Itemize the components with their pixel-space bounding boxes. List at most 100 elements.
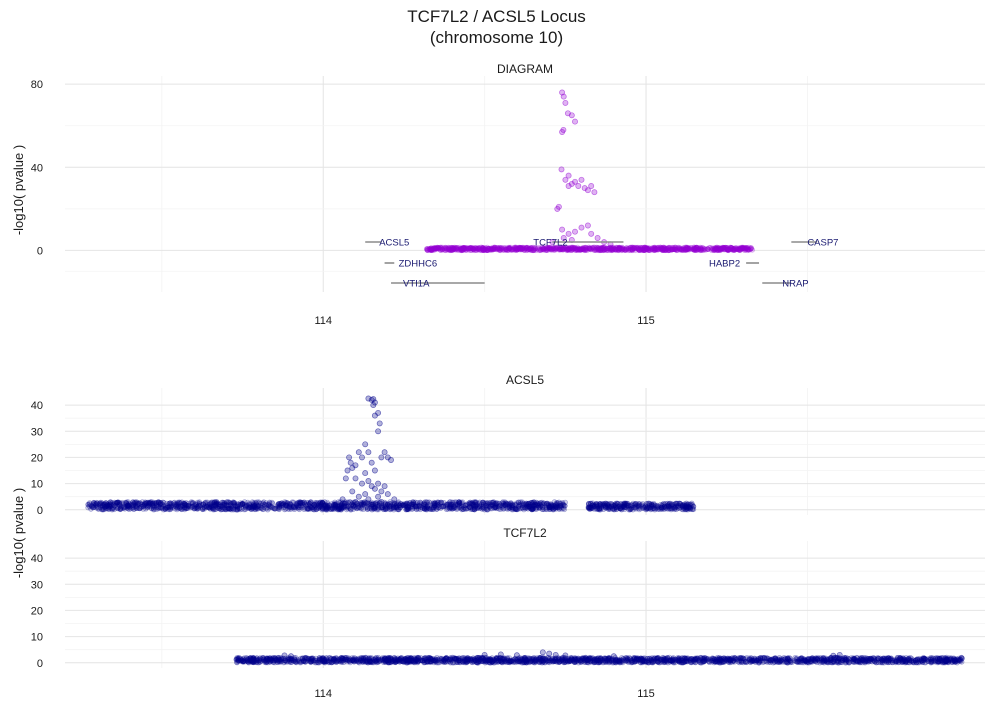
chart-title-line-1: TCF7L2 / ACSL5 Locus (407, 7, 586, 26)
data-point (559, 246, 565, 253)
data-point (643, 245, 649, 251)
data-point (602, 246, 608, 253)
data-point (583, 246, 589, 252)
data-point (550, 246, 556, 252)
data-point (461, 504, 468, 511)
data-point (685, 245, 692, 252)
data-point (430, 246, 436, 252)
data-point (691, 247, 697, 253)
data-point (547, 247, 554, 253)
data-point (609, 247, 616, 253)
data-point (557, 246, 564, 253)
data-point (588, 230, 595, 237)
data-point (192, 501, 199, 507)
data-point (506, 245, 512, 251)
data-point (723, 246, 730, 253)
data-point (660, 246, 667, 252)
data-point (668, 247, 674, 253)
data-point (523, 245, 530, 251)
data-point (736, 247, 743, 253)
data-point (548, 246, 554, 252)
data-point (614, 245, 620, 251)
data-point (624, 246, 630, 252)
data-point (714, 244, 720, 251)
data-point (449, 247, 455, 254)
data-point (470, 245, 476, 252)
data-point (531, 247, 537, 253)
data-point (669, 247, 675, 253)
data-point (572, 118, 578, 125)
data-point (577, 247, 584, 253)
data-point (716, 246, 722, 253)
data-point (491, 245, 497, 252)
data-point (596, 247, 603, 254)
data-point (730, 247, 736, 253)
data-point (568, 247, 574, 254)
data-point (628, 246, 634, 252)
data-point (449, 247, 455, 253)
data-point (149, 499, 155, 505)
data-point (485, 246, 492, 252)
data-point (442, 245, 449, 251)
data-point (593, 244, 600, 251)
data-point (454, 245, 461, 251)
data-point (654, 245, 661, 251)
data-point (480, 246, 486, 253)
y-tick-label: 20 (31, 452, 43, 464)
data-point (740, 245, 746, 252)
data-point (521, 247, 528, 253)
data-point (241, 502, 248, 508)
data-point (388, 457, 394, 463)
data-point (513, 247, 519, 253)
data-point (646, 245, 652, 251)
data-point (642, 244, 648, 251)
data-point (512, 245, 519, 252)
data-point (602, 246, 608, 253)
data-point (291, 504, 297, 510)
data-point (474, 247, 480, 253)
data-point (540, 246, 547, 253)
data-point (606, 247, 612, 253)
data-point (349, 488, 356, 495)
data-point (599, 244, 605, 251)
data-point (669, 246, 676, 252)
data-point (365, 496, 372, 503)
data-point (435, 505, 442, 511)
data-point (432, 500, 438, 506)
data-point (686, 245, 692, 252)
data-point (675, 503, 681, 509)
data-point (517, 246, 523, 252)
data-point (347, 459, 354, 466)
data-point (519, 246, 525, 252)
data-point (614, 245, 620, 251)
data-point (470, 246, 476, 252)
data-point (352, 475, 359, 482)
data-point (515, 245, 522, 251)
data-point (716, 245, 723, 251)
data-point (497, 244, 503, 251)
data-point (490, 246, 496, 253)
data-point (665, 247, 672, 254)
data-point (482, 247, 488, 253)
data-point (598, 246, 605, 252)
gene-label-vti1a: VTI1A (403, 279, 430, 290)
data-point (598, 245, 604, 251)
data-point (560, 245, 566, 251)
data-point (471, 246, 477, 252)
data-point (743, 245, 750, 252)
data-point (729, 245, 735, 251)
data-point (616, 246, 622, 253)
data-point (375, 480, 382, 487)
data-point (578, 247, 584, 253)
data-point (697, 245, 704, 252)
data-point (715, 245, 722, 251)
data-point (514, 246, 520, 253)
data-point (628, 506, 634, 512)
data-point (642, 247, 648, 253)
data-point (673, 247, 679, 253)
data-point (374, 506, 380, 513)
data-point (573, 246, 579, 253)
data-point (506, 245, 512, 252)
data-point (598, 247, 604, 254)
data-point (610, 245, 616, 252)
